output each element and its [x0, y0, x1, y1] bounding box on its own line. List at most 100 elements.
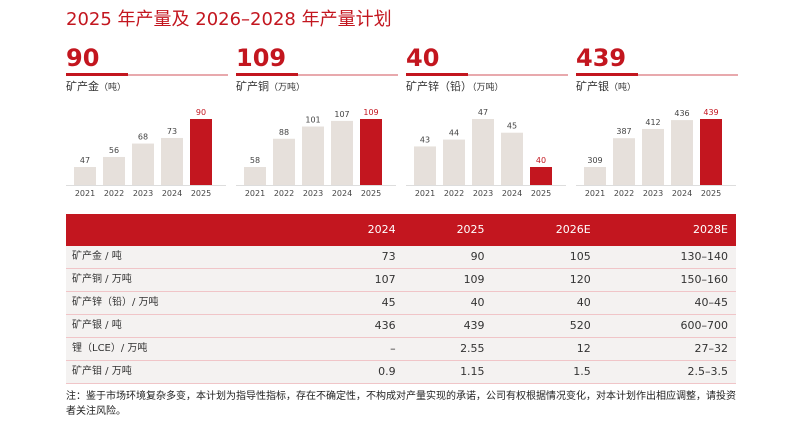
x-tick-label: 2022: [274, 189, 294, 198]
table-cell: 107: [314, 268, 404, 292]
table-cell: 40: [492, 291, 599, 315]
column-header: 2028E: [598, 214, 736, 246]
table-cell: 109: [403, 268, 493, 292]
table-cell: 1.15: [403, 360, 493, 384]
chart-panel: 90 矿产金（吨） 47 2021 56 2022 68 2023 73 2024 90 2025: [66, 44, 228, 204]
x-tick-label: 2024: [672, 189, 692, 198]
x-tick-label: 2025: [701, 189, 721, 198]
table-cell: 105: [492, 246, 599, 269]
x-tick-label: 2024: [162, 189, 182, 198]
unit: （吨）: [609, 83, 637, 93]
bar-2024: [161, 137, 183, 185]
table-cell: 27–32: [598, 337, 736, 361]
table-row: 矿产金 / 吨 73 90 105 130–140: [66, 246, 736, 269]
bar-2021: [414, 146, 436, 185]
bar-2025: [360, 119, 382, 185]
x-tick-label: 2023: [643, 189, 663, 198]
data-label: 40: [536, 156, 546, 165]
chart-panel: 439 矿产银（吨） 309 2021 387 2022 412 2023 436 2024 43…: [576, 44, 738, 204]
data-label: 45: [507, 122, 517, 131]
table-cell: 2.5–3.5: [598, 360, 736, 384]
x-tick-label: 2022: [444, 189, 464, 198]
divider: [576, 73, 738, 76]
table-cell: 90: [403, 246, 493, 269]
unit: （万吨）: [472, 83, 504, 93]
bar-2021: [74, 167, 96, 185]
x-tick-label: 2021: [75, 189, 95, 198]
data-label: 88: [279, 128, 289, 137]
table-cell: 130–140: [598, 246, 736, 269]
chart-label: 矿产铜（万吨）: [236, 79, 305, 96]
chart-label: 矿产银（吨）: [576, 79, 636, 96]
row-label: 矿产银 / 吨: [66, 314, 315, 338]
table-cell: 0.9: [314, 360, 404, 384]
table-row: 锂（LCE）/ 万吨 –2.55 12 27–32: [66, 337, 736, 361]
bar-2023: [132, 143, 154, 185]
column-header: [66, 214, 315, 246]
bar-chart: 43 2021 44 2022 47 2023 45 2024 40 2025: [406, 108, 566, 198]
row-label: 矿产锌（铅）/ 万吨: [66, 291, 315, 315]
table-cell: 520: [492, 314, 599, 338]
table-cell: 439: [403, 314, 493, 338]
table-section: 2024 2025 2026E 2028E 矿产金 / 吨 73 90 105 130–140 矿…: [66, 214, 736, 419]
x-tick-label: 2021: [585, 189, 605, 198]
data-label: 47: [478, 108, 488, 117]
data-label: 68: [138, 133, 148, 142]
bar-2024: [331, 120, 353, 185]
disclaimer-note: 注：鉴于市场环境复杂多变，本计划为指导性指标，存在不确定性，不构成对产量实现的承…: [66, 391, 736, 417]
headline-value: 109: [236, 44, 287, 72]
chart-label: 矿产金（吨）: [66, 79, 126, 96]
table-cell: 600–700: [598, 314, 736, 338]
headline-value: 90: [66, 44, 100, 72]
data-label: 436: [674, 109, 689, 118]
x-tick-label: 2024: [502, 189, 522, 198]
row-label: 矿产金 / 吨: [66, 246, 315, 269]
table-row: 矿产锌（铅）/ 万吨 45 40 40 40–45: [66, 291, 736, 315]
bar-2022: [613, 138, 635, 185]
divider: [406, 73, 568, 76]
metal-name: 矿产银: [576, 80, 609, 93]
table-row: 矿产铜 / 万吨 107 109 120 150–160: [66, 268, 736, 292]
data-label: 101: [305, 116, 320, 125]
table-cell: 120: [492, 268, 599, 292]
column-header: 2024: [314, 214, 404, 246]
unit: （吨）: [99, 83, 127, 93]
data-label: 58: [250, 156, 260, 165]
data-label: 90: [196, 108, 206, 117]
chart-label: 矿产锌（铅）（万吨）: [406, 79, 504, 96]
table-row: 矿产钼 / 万吨 0.9 1.15 1.5 2.5–3.5: [66, 360, 736, 384]
bar-2022: [443, 139, 465, 185]
row-label: 锂（LCE）/ 万吨: [66, 337, 315, 361]
row-label: 矿产钼 / 万吨: [66, 360, 315, 384]
bar-2025: [700, 119, 722, 185]
table-cell: –: [314, 337, 404, 361]
data-label: 47: [80, 156, 90, 165]
table-cell: 40: [403, 291, 493, 315]
table-row: 矿产银 / 吨 436 439 520 600–700: [66, 314, 736, 338]
x-tick-label: 2025: [361, 189, 381, 198]
headline-value: 439: [576, 44, 627, 72]
unit: （万吨）: [269, 83, 306, 93]
table-cell: 436: [314, 314, 404, 338]
chart-panel: 40 矿产锌（铅）（万吨） 43 2021 44 2022 47 2023 45 2024 40 2…: [406, 44, 568, 204]
x-tick-label: 2022: [104, 189, 124, 198]
x-tick-label: 2023: [303, 189, 323, 198]
row-label: 矿产铜 / 万吨: [66, 268, 315, 292]
bar-2025: [190, 119, 212, 185]
table-cell: 40–45: [598, 291, 736, 315]
x-tick-label: 2024: [332, 189, 352, 198]
data-label: 109: [363, 108, 378, 117]
metal-name: 矿产金: [66, 80, 99, 93]
table-cell: 45: [314, 291, 404, 315]
bar-2024: [671, 120, 693, 185]
production-plan-table: 2024 2025 2026E 2028E 矿产金 / 吨 73 90 105 130–140 矿…: [66, 214, 736, 384]
bar-chart: 309 2021 387 2022 412 2023 436 2024 439 2025: [576, 108, 736, 198]
metal-name: 矿产锌（铅）: [406, 80, 472, 93]
x-tick-label: 2023: [473, 189, 493, 198]
column-header: 2026E: [492, 214, 599, 246]
bar-2023: [302, 126, 324, 185]
table-cell: 150–160: [598, 268, 736, 292]
table-cell: 12: [492, 337, 599, 361]
data-label: 43: [420, 135, 430, 144]
x-tick-label: 2025: [191, 189, 211, 198]
